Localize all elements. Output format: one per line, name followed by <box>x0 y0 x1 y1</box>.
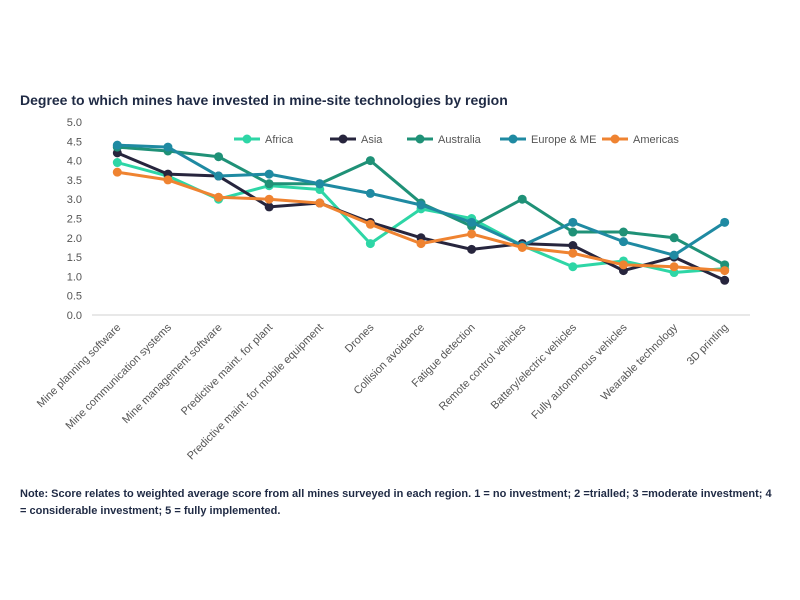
data-point <box>365 239 375 249</box>
data-point <box>720 275 730 285</box>
data-point <box>568 248 578 258</box>
legend-item-americas: Americas <box>602 134 679 146</box>
data-point <box>467 217 477 227</box>
x-tick-label: Predictive maint. for plant <box>179 322 275 418</box>
data-point <box>214 152 224 162</box>
data-point <box>264 169 274 179</box>
legend-item-europe-me: Europe & ME <box>500 134 596 146</box>
legend-item-africa: Africa <box>234 134 294 146</box>
data-point <box>214 192 224 202</box>
data-point <box>568 217 578 227</box>
data-point <box>517 194 527 204</box>
x-tick-label: Mine management software <box>120 322 224 426</box>
data-point <box>214 171 224 181</box>
data-point <box>264 194 274 204</box>
x-tick-label: Mine communication systems <box>64 321 175 432</box>
y-tick-label: 0.5 <box>67 291 82 303</box>
data-point <box>568 227 578 237</box>
data-point <box>720 266 730 276</box>
series-layer <box>112 140 730 285</box>
data-point <box>720 217 730 227</box>
x-tick-label: Drones <box>343 321 377 355</box>
y-tick-label: 5.0 <box>67 117 82 129</box>
data-point <box>315 179 325 189</box>
x-tick-label: Fully autonomous vehicles <box>529 321 629 421</box>
legend-label: Africa <box>265 134 294 146</box>
data-point <box>315 198 325 208</box>
data-point <box>568 262 578 272</box>
y-tick-label: 1.5 <box>67 252 82 264</box>
data-point <box>416 200 426 210</box>
data-point <box>416 239 426 249</box>
legend-item-australia: Australia <box>407 134 482 146</box>
data-point <box>112 140 122 150</box>
data-point <box>467 229 477 239</box>
data-point <box>264 202 274 212</box>
series-line-africa <box>116 161 725 275</box>
data-point <box>112 167 122 177</box>
data-point <box>618 227 628 237</box>
legend-item-asia: Asia <box>330 134 383 146</box>
legend-marker <box>610 134 620 144</box>
x-tick-label: 3D printing <box>685 322 731 368</box>
data-point <box>669 233 679 243</box>
data-point <box>467 244 477 254</box>
x-tick-label: Remote control vehicles <box>437 321 529 413</box>
data-point <box>112 158 122 168</box>
legend-label: Asia <box>361 134 383 146</box>
y-tick-label: 3.0 <box>67 194 82 206</box>
y-tick-label: 4.5 <box>67 136 82 148</box>
legend-marker <box>415 134 425 144</box>
data-point <box>669 262 679 272</box>
series-line-americas <box>117 170 725 273</box>
data-point <box>618 237 628 247</box>
x-tick-label: Mine planning software <box>35 322 123 410</box>
y-tick-label: 3.5 <box>67 175 82 187</box>
y-tick-label: 4.0 <box>67 156 82 168</box>
data-point <box>618 260 628 270</box>
y-tick-label: 2.5 <box>67 214 82 226</box>
data-point <box>365 188 375 198</box>
series-americas <box>112 167 730 276</box>
y-tick-label: 1.0 <box>67 271 82 283</box>
series-line-asia <box>116 151 726 282</box>
legend-marker <box>508 134 518 144</box>
data-point <box>264 179 274 189</box>
legend-label: Australia <box>438 134 482 146</box>
chart-title: Degree to which mines have invested in m… <box>20 92 508 108</box>
data-point <box>365 156 375 166</box>
data-point <box>365 219 375 229</box>
legend-marker <box>242 134 252 144</box>
data-point <box>163 142 173 152</box>
data-point <box>669 250 679 260</box>
data-point <box>568 241 578 251</box>
chart-note: Note: Score relates to weighted average … <box>20 488 772 517</box>
legend: Africa Asia Australia Europe & ME Americas <box>234 134 679 146</box>
y-tick-label: 2.0 <box>67 233 82 245</box>
legend-label: Americas <box>633 134 679 146</box>
legend-marker <box>338 134 348 144</box>
data-point <box>517 242 527 252</box>
data-point <box>163 175 173 185</box>
y-tick-label: 0.0 <box>67 310 82 322</box>
x-tick-label: Battery/electric vehicles <box>489 321 580 412</box>
legend-label: Europe & ME <box>531 134 596 146</box>
